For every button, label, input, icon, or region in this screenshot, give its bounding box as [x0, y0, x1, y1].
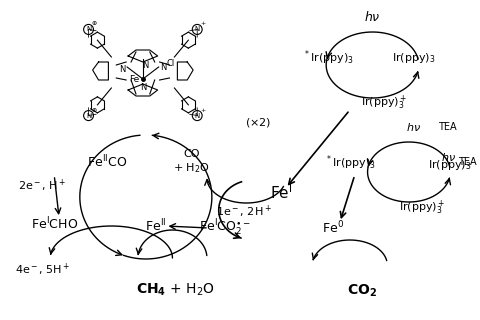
Text: N: N: [86, 113, 91, 119]
Text: 1e$^-$, 2H$^+$: 1e$^-$, 2H$^+$: [216, 204, 271, 220]
Text: CO
+ H$_2$O: CO + H$_2$O: [173, 149, 210, 175]
Text: Ir(ppy)$_3$: Ir(ppy)$_3$: [392, 51, 436, 65]
Text: $\mathbf{CO_2}$: $\mathbf{CO_2}$: [347, 283, 377, 299]
Text: Fe$^{\rm I}$CHO: Fe$^{\rm I}$CHO: [31, 216, 78, 232]
Text: TEA: TEA: [458, 157, 477, 167]
Text: Ir(ppy)$_3^+$: Ir(ppy)$_3^+$: [398, 199, 445, 217]
Text: Fe$^{\rm II}$: Fe$^{\rm II}$: [145, 218, 167, 234]
Text: N: N: [119, 65, 125, 74]
Text: $^*$Ir(ppy)$_3$: $^*$Ir(ppy)$_3$: [303, 49, 354, 67]
Text: 4e$^-$, 5H$^+$: 4e$^-$, 5H$^+$: [15, 262, 70, 278]
Text: $h\nu$: $h\nu$: [364, 10, 381, 24]
Text: Cl: Cl: [167, 59, 175, 68]
Text: Fe$^{0}$: Fe$^{0}$: [322, 220, 344, 236]
Text: N: N: [140, 83, 146, 92]
Text: $h\nu$: $h\nu$: [441, 151, 456, 163]
Text: N: N: [194, 113, 200, 119]
Text: Ir(ppy)$_3^+$: Ir(ppy)$_3^+$: [361, 94, 408, 112]
Text: Fe: Fe: [129, 75, 139, 84]
Text: +: +: [200, 108, 205, 113]
Text: 2e$^-$, H$^+$: 2e$^-$, H$^+$: [18, 178, 66, 194]
Text: N: N: [142, 60, 148, 69]
Text: TEA: TEA: [439, 122, 457, 132]
Text: Fe$^{\rm I}$: Fe$^{\rm I}$: [270, 184, 292, 202]
Text: +: +: [200, 21, 205, 27]
Text: ⊕: ⊕: [92, 21, 97, 27]
Text: $\mathbf{CH_4}$ + H$_2$O: $\mathbf{CH_4}$ + H$_2$O: [136, 282, 215, 298]
Text: N: N: [194, 27, 200, 32]
Text: N: N: [86, 27, 91, 32]
Text: ($\times$2): ($\times$2): [245, 116, 271, 129]
Text: N: N: [161, 62, 167, 71]
Text: $h\nu$: $h\nu$: [407, 121, 421, 133]
Text: $^*$Ir(ppy)$_3$: $^*$Ir(ppy)$_3$: [325, 154, 376, 172]
Text: Fe$^{\rm I}$CO$_2^{\bullet-}$: Fe$^{\rm I}$CO$_2^{\bullet-}$: [199, 218, 251, 238]
Text: Ir(ppy)$_3$: Ir(ppy)$_3$: [428, 158, 471, 172]
Text: Fe$^{\rm II}$CO: Fe$^{\rm II}$CO: [87, 154, 128, 170]
Text: ⊕: ⊕: [92, 108, 97, 113]
